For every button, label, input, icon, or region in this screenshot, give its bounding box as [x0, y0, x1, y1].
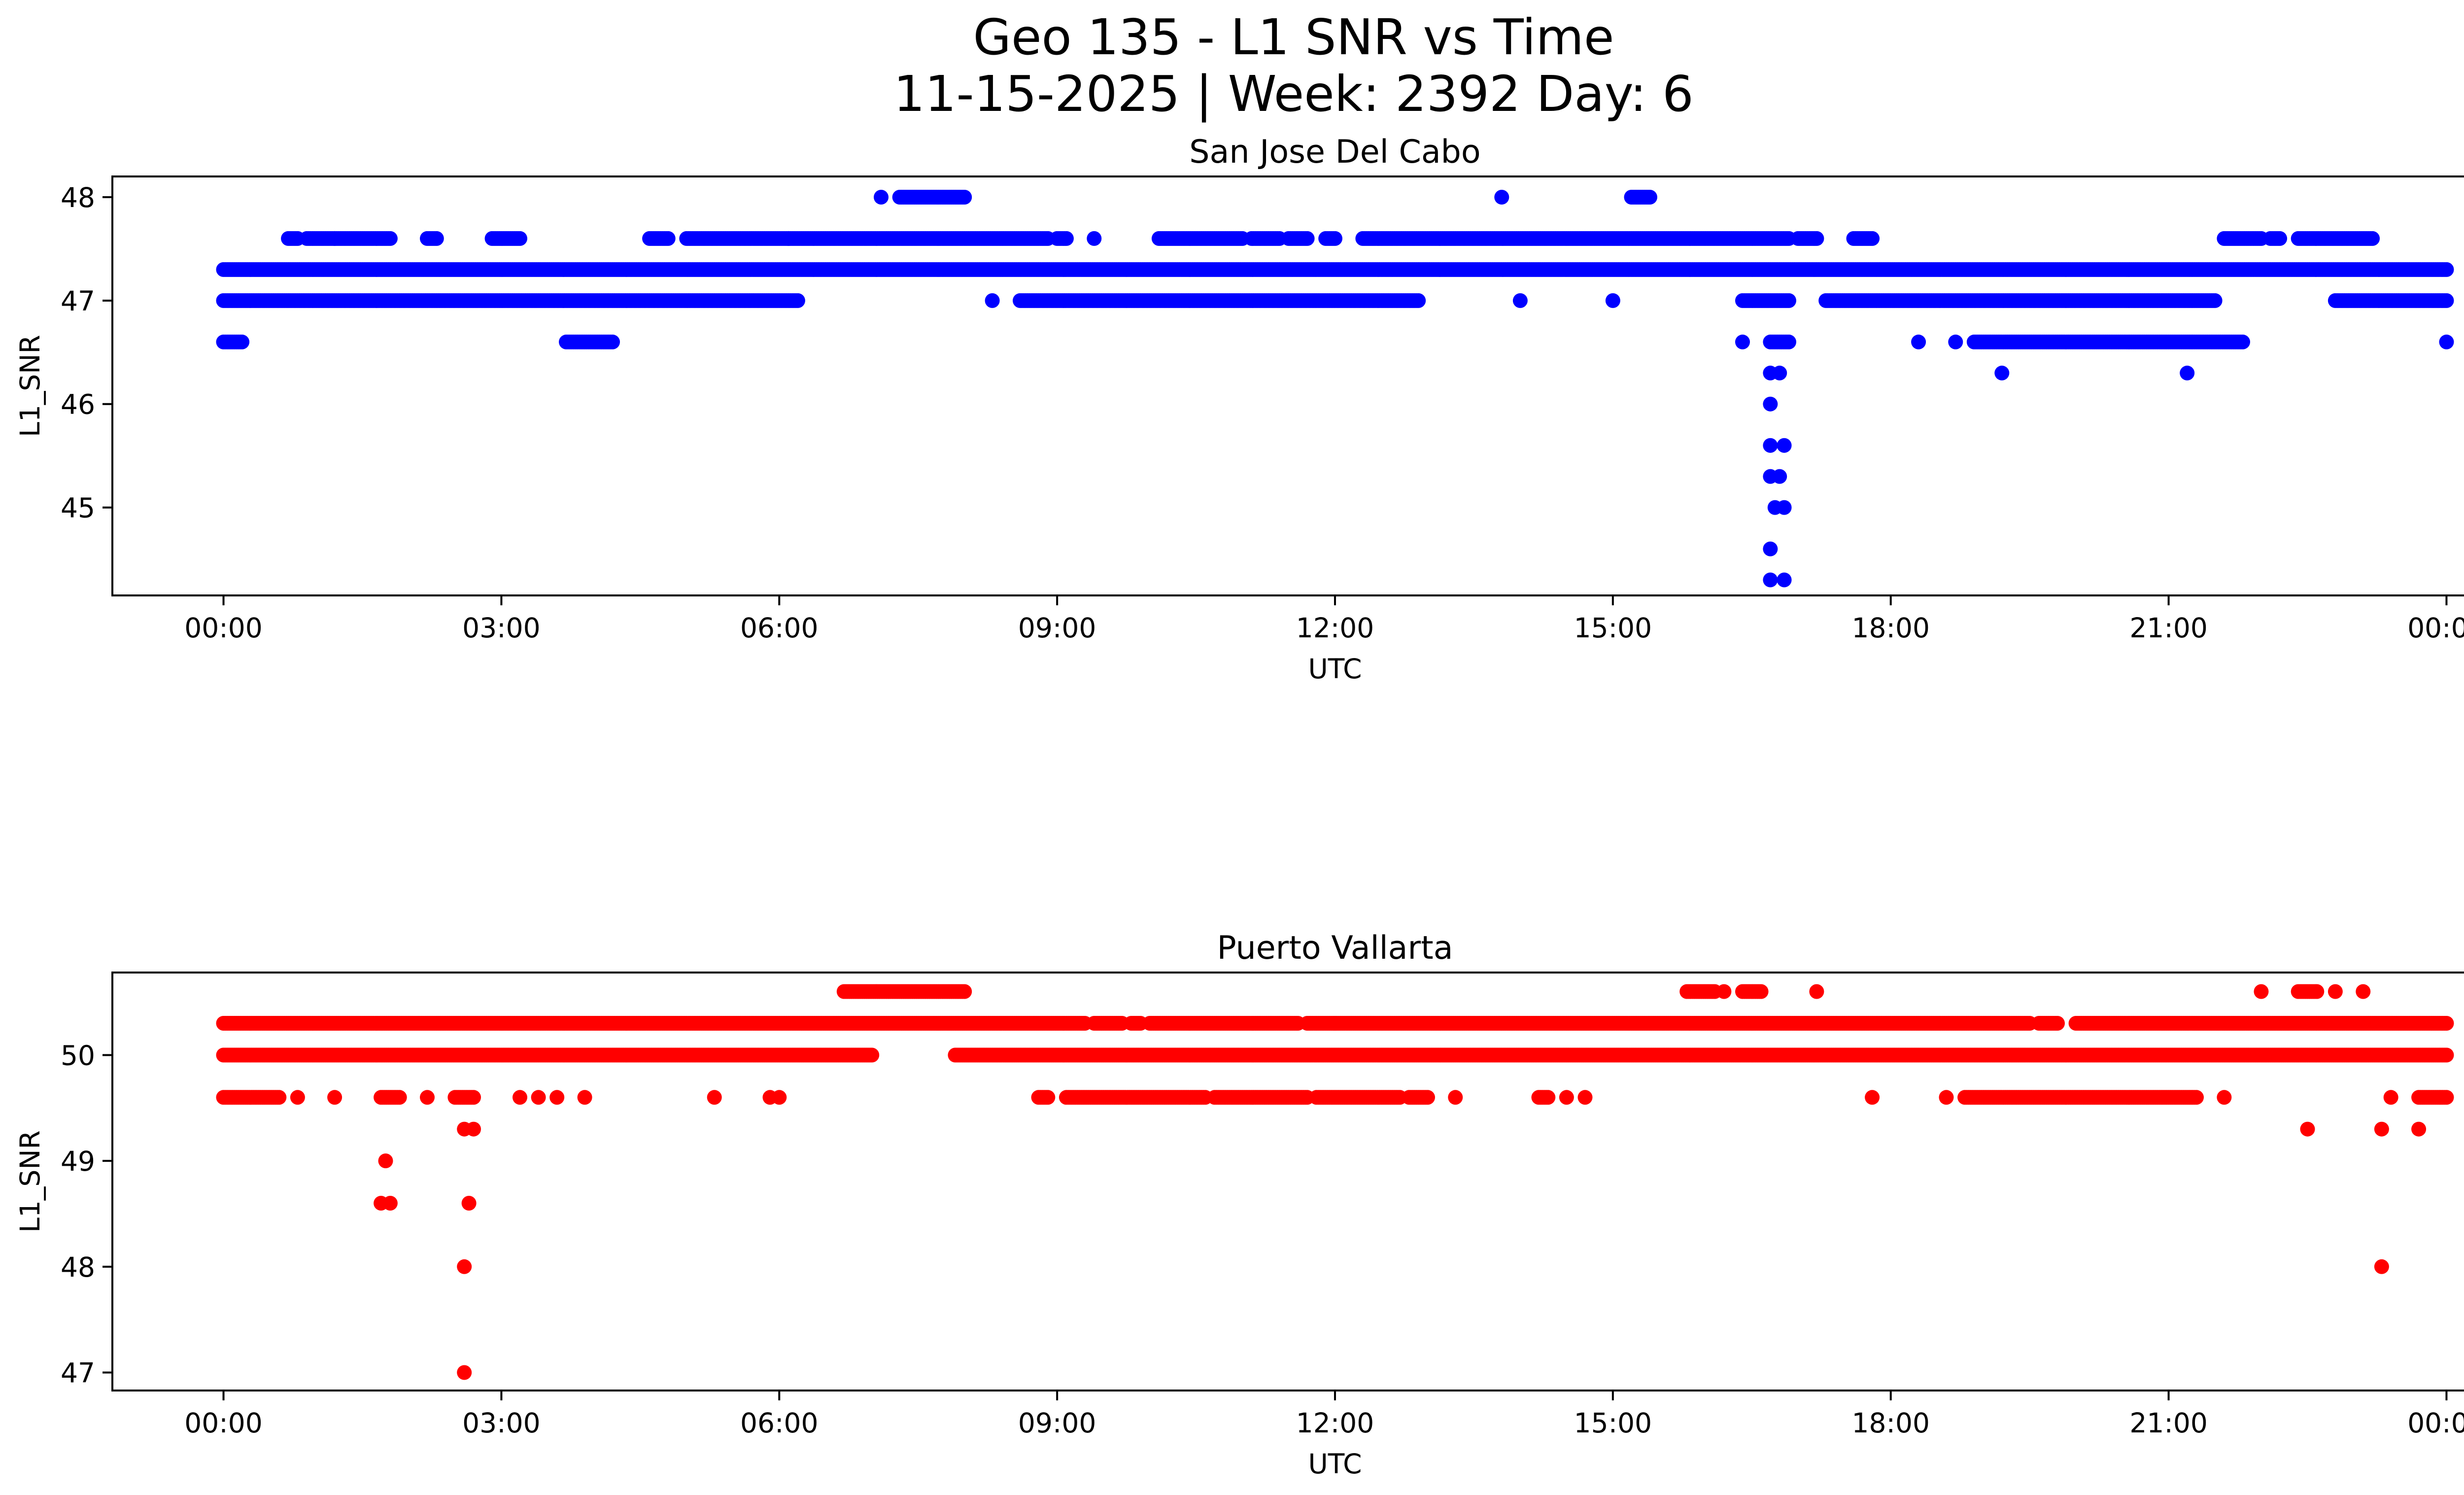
panel-title: San Jose Del Cabo [1189, 134, 1480, 171]
data-point [1763, 438, 1778, 453]
data-points [216, 190, 2454, 588]
data-point [1059, 231, 1074, 246]
data-point [429, 231, 444, 246]
figure-title-line1: Geo 135 - L1 SNR vs Time [973, 8, 1614, 66]
data-point [985, 293, 1000, 308]
data-point [874, 190, 889, 205]
x-tick-label: 15:00 [1574, 612, 1652, 644]
x-tick-label: 03:00 [462, 612, 541, 644]
data-point [957, 190, 972, 205]
data-point [1948, 334, 1963, 349]
data-point [2207, 293, 2223, 308]
x-tick-label: 00:00 [2407, 612, 2464, 644]
panel-san-jose-del-cabo: San Jose Del Cabo 00:00 03:00 06:00 09:00 12:… [14, 134, 2464, 685]
data-point [1763, 541, 1778, 556]
data-point [1777, 572, 1792, 588]
data-point [1865, 231, 1880, 246]
figure-title-line2: 11-15-2025 | Week: 2392 Day: 6 [893, 65, 1693, 123]
data-point [235, 334, 250, 349]
panel-title: Puerto Vallarta [1217, 930, 1453, 967]
data-point [2180, 365, 2195, 381]
data-point [2050, 1016, 2065, 1031]
data-point [2235, 334, 2250, 349]
data-point [1328, 231, 1342, 246]
y-tick-label: 46 [61, 389, 95, 420]
data-point [1643, 190, 1657, 205]
data-point [1735, 334, 1750, 349]
data-point [2365, 231, 2380, 246]
data-point [1772, 469, 1787, 484]
x-axis-label: UTC [1308, 653, 1362, 685]
data-point [1763, 572, 1778, 588]
data-point [1494, 190, 1509, 205]
y-tick-label: 47 [61, 285, 95, 317]
x-tick-label: 18:00 [1851, 612, 1930, 644]
x-tick-label: 21:00 [2129, 612, 2208, 644]
data-points [216, 984, 2454, 1380]
data-point [1512, 293, 1528, 308]
data-point [513, 231, 527, 246]
data-point [2439, 293, 2454, 308]
data-point [1809, 231, 1824, 246]
data-point [2272, 231, 2288, 246]
data-point [1300, 231, 1315, 246]
x-tick-label: 12:00 [1296, 612, 1374, 644]
data-point [790, 293, 805, 308]
data-point [2439, 1016, 2454, 1031]
data-point [1911, 334, 1926, 349]
data-point [1772, 365, 1787, 381]
data-point [1605, 293, 1620, 308]
x-tick-label: 00:00 [184, 612, 263, 644]
data-point [1087, 231, 1102, 246]
data-point [1777, 500, 1792, 515]
data-point [1781, 293, 1796, 308]
data-point [1763, 396, 1778, 412]
data-point [1781, 334, 1796, 349]
y-axis-label: L1_SNR [14, 335, 46, 437]
data-point [1411, 293, 1426, 308]
data-point [1994, 365, 2010, 381]
x-tick-label: 06:00 [740, 612, 819, 644]
data-point [1777, 438, 1792, 453]
y-tick-label: 48 [61, 182, 95, 213]
y-tick-label: 45 [61, 492, 95, 524]
x-tick-label: 09:00 [1018, 612, 1096, 644]
data-point [864, 1047, 880, 1063]
data-point [660, 231, 676, 246]
data-point [382, 231, 398, 246]
data-point [605, 334, 620, 349]
data-point [2439, 334, 2454, 349]
data-point [2439, 262, 2454, 277]
